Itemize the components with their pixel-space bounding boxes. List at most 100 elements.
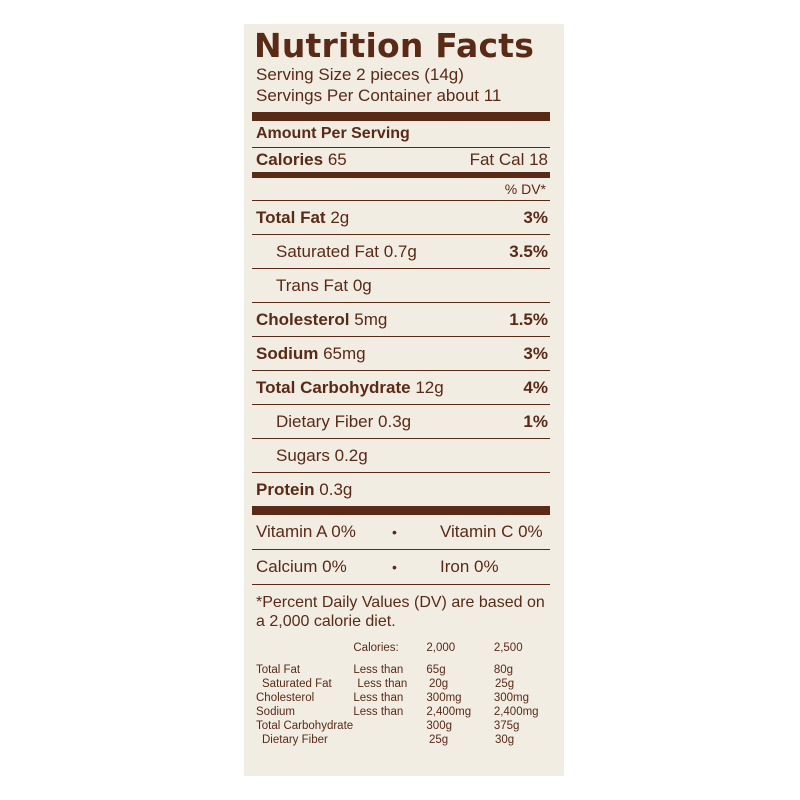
nutrient-dv: 1.5%	[509, 309, 548, 329]
nutrient-dv: 4%	[523, 377, 548, 397]
table-cell: Less than	[357, 678, 408, 690]
serving-size: Serving Size 2 pieces (14g)	[256, 65, 464, 84]
divider	[252, 584, 550, 585]
nutrient-dv: 1%	[523, 411, 548, 431]
nutrient-row-protein: Protein 0.3g	[250, 473, 550, 506]
nutrient-label: Total Fat	[256, 207, 326, 227]
nutrient-label: Sugars	[276, 445, 330, 465]
nutrient-label: Cholesterol	[256, 309, 350, 329]
table-cell: 65g	[426, 664, 446, 676]
nutrient-row-saturated-fat: Saturated Fat 0.7g 3.5%	[250, 235, 550, 268]
table-cell: Cholesterol	[256, 692, 315, 704]
nutrient-row-sodium: Sodium 65mg 3%	[250, 337, 550, 370]
table-row: Total Fat Less than 65g 80g	[256, 663, 550, 677]
nutrient-amount: 5mg	[354, 309, 388, 329]
calcium: Calcium 0%	[256, 557, 347, 576]
vitamin-a: Vitamin A 0%	[256, 522, 356, 541]
table-cell: Calories:	[353, 642, 399, 654]
bullet-icon: •	[392, 524, 397, 540]
divider	[252, 302, 550, 303]
divider	[252, 336, 550, 337]
nutrient-dv: 3%	[523, 343, 548, 363]
table-cell: 300mg	[493, 692, 529, 704]
divider	[252, 370, 550, 371]
nutrient-row-total-carbohydrate: Total Carbohydrate 12g 4%	[250, 371, 550, 404]
nutrient-row-total-fat: Total Fat 2g 3%	[250, 201, 550, 234]
nutrient-label: Total Carbohydrate	[256, 377, 411, 397]
nutrient-row-sugars: Sugars 0.2g	[250, 439, 550, 472]
nutrient-label: Sodium	[256, 343, 319, 363]
medium-divider	[252, 172, 550, 178]
divider	[252, 268, 550, 269]
nutrient-dv: 3%	[523, 207, 548, 227]
nutrient-amount: 65mg	[323, 343, 366, 363]
mineral-row: Calcium 0% • Iron 0%	[250, 550, 550, 584]
nutrient-amount: 0.2g	[334, 445, 368, 465]
nutrition-facts-label: Nutrition Facts Serving Size 2 pieces (1…	[250, 28, 550, 770]
nutrient-label: Trans Fat	[276, 275, 349, 295]
table-row: Saturated Fat Less than 20g 25g	[256, 677, 550, 691]
table-cell: 80g	[493, 664, 513, 676]
amount-per-serving: Amount Per Serving	[256, 125, 410, 142]
calories-row: Calories 65 Fat Cal 18	[250, 148, 550, 172]
nutrient-dv: 3.5%	[509, 241, 548, 261]
nutrient-row-dietary-fiber: Dietary Fiber 0.3g 1%	[250, 405, 550, 438]
table-cell: 2,400mg	[426, 706, 472, 718]
nutrient-amount: 2g	[330, 207, 350, 227]
table-cell: 300g	[426, 720, 452, 732]
table-cell: 2,400mg	[493, 706, 539, 718]
table-cell: 25g	[494, 678, 515, 690]
servings-per-container: Servings Per Container about 11	[256, 86, 502, 105]
table-row: Cholesterol Less than 300mg 300mg	[256, 691, 550, 705]
calories-value: 65	[327, 150, 347, 169]
table-cell: Less than	[353, 664, 404, 676]
table-cell: Total Fat	[256, 664, 301, 676]
nutrient-label: Saturated Fat	[276, 241, 380, 261]
table-cell: 2,500	[493, 642, 523, 654]
table-cell	[357, 733, 429, 747]
table-cell: 30g	[494, 734, 515, 746]
vitamin-c: Vitamin C 0%	[440, 522, 543, 541]
table-cell: 375g	[493, 720, 520, 732]
divider	[252, 147, 550, 148]
table-cell: Less than	[353, 692, 404, 704]
vitamin-row: Vitamin A 0% • Vitamin C 0%	[250, 515, 550, 549]
dv-reference-table: Calories: 2,000 2,500 Total Fat Less tha…	[250, 641, 550, 747]
table-cell: Dietary Fiber	[262, 734, 328, 746]
divider	[252, 438, 550, 439]
label-background	[244, 24, 564, 776]
calories-label: Calories	[256, 150, 324, 169]
nutrient-amount: 0.3g	[378, 411, 412, 431]
label-title: Nutrition Facts	[254, 26, 535, 65]
table-cell: 25g	[428, 734, 449, 746]
thick-divider	[252, 506, 550, 515]
iron: Iron 0%	[440, 557, 499, 576]
divider	[252, 404, 550, 405]
divider	[252, 472, 550, 473]
table-header-row: Calories: 2,000 2,500	[256, 641, 550, 655]
nutrient-amount: 0g	[352, 275, 372, 295]
divider	[252, 234, 550, 235]
divider	[252, 549, 550, 550]
nutrient-amount: 12g	[415, 377, 444, 397]
table-cell	[353, 719, 426, 733]
table-cell: Total Carbohydrate	[256, 720, 354, 732]
table-cell: Less than	[353, 706, 404, 718]
table-row: Sodium Less than 2,400mg 2,400mg	[256, 705, 550, 719]
table-row: Dietary Fiber 25g 30g	[256, 733, 550, 747]
nutrient-row-trans-fat: Trans Fat 0g	[250, 269, 550, 302]
dv-footnote: *Percent Daily Values (DV) are based on …	[256, 594, 545, 630]
table-cell: 300mg	[426, 692, 462, 704]
table-cell: Saturated Fat	[262, 678, 332, 690]
nutrient-amount: 0.7g	[383, 241, 417, 261]
bullet-icon: •	[392, 559, 397, 575]
fat-calories: Fat Cal 18	[469, 150, 548, 169]
table-cell: 2,000	[426, 642, 456, 654]
table-row: Total Carbohydrate 300g 375g	[256, 719, 550, 733]
thick-divider	[252, 112, 550, 121]
divider	[252, 200, 550, 201]
table-cell	[256, 641, 353, 655]
dv-header: % DV*	[504, 181, 546, 197]
nutrient-label: Protein	[256, 479, 315, 499]
nutrient-row-cholesterol: Cholesterol 5mg 1.5%	[250, 303, 550, 336]
